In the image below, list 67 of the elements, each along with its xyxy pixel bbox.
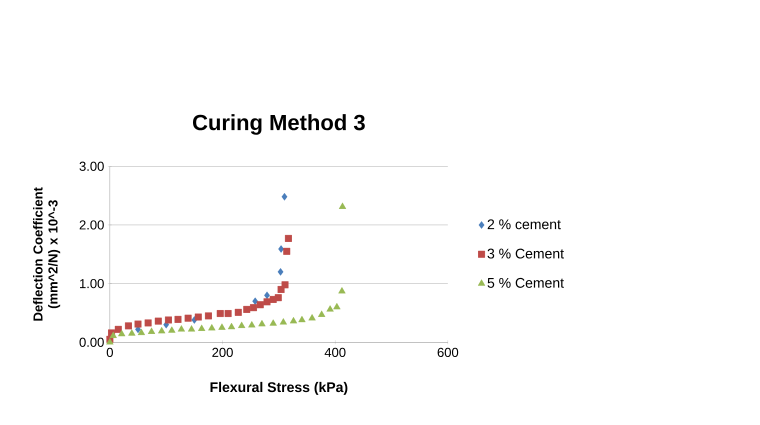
point <box>298 316 306 322</box>
point <box>318 310 326 317</box>
point <box>290 316 298 324</box>
point <box>208 324 216 330</box>
point <box>218 323 226 330</box>
x-tick-label: 600 <box>438 348 458 358</box>
point <box>128 329 136 336</box>
point <box>333 302 341 310</box>
point <box>264 292 270 300</box>
y-tick-label: 2.00 <box>80 220 104 230</box>
point <box>138 328 146 336</box>
point <box>118 330 126 336</box>
point <box>134 320 142 328</box>
point <box>270 319 277 326</box>
x-tick-label: 200 <box>212 348 233 358</box>
point <box>114 326 122 333</box>
point <box>164 316 172 324</box>
x-tick-label: 0 <box>106 348 113 358</box>
point <box>124 322 132 330</box>
point <box>280 318 288 325</box>
point <box>110 332 117 338</box>
x-axis-title: Flexural Stress (kPa) <box>210 382 348 395</box>
point <box>283 248 290 255</box>
point <box>258 320 266 326</box>
point <box>238 322 246 328</box>
point <box>252 297 258 306</box>
point <box>326 305 334 312</box>
point <box>243 306 250 313</box>
point <box>188 325 196 332</box>
point <box>198 324 206 331</box>
legend-label: 5 % Cement <box>488 278 564 288</box>
y-tick-label: 3.00 <box>80 162 104 171</box>
legend-label: 2 % cement <box>488 219 561 230</box>
point <box>106 338 114 344</box>
point <box>158 326 166 334</box>
y-tick-label: 1.00 <box>80 279 104 288</box>
point <box>256 301 264 308</box>
point <box>168 326 176 333</box>
point <box>278 268 284 276</box>
point <box>278 245 284 253</box>
point <box>338 287 346 294</box>
point <box>224 310 232 318</box>
point <box>194 314 202 321</box>
point <box>216 310 224 318</box>
y-axis-title: Deflection Coefficient (mm^2/N) x 10^-3 <box>33 187 60 321</box>
point <box>178 325 186 332</box>
point <box>264 298 271 306</box>
y-tick-label: 0.00 <box>80 338 104 347</box>
chart-title: Curing Method 3 <box>192 114 365 135</box>
point <box>274 294 282 302</box>
point <box>228 322 236 330</box>
point <box>282 281 289 288</box>
point <box>144 319 152 326</box>
point <box>248 321 256 328</box>
point <box>184 314 192 322</box>
point <box>204 312 212 320</box>
point <box>338 202 346 209</box>
x-tick-label: 400 <box>324 348 346 358</box>
point <box>234 308 242 316</box>
point <box>282 192 288 201</box>
point <box>308 314 316 320</box>
legend-label: 3 % Cement <box>488 248 564 259</box>
point <box>250 304 258 312</box>
point <box>284 234 292 242</box>
point <box>174 316 182 323</box>
point <box>154 318 162 325</box>
point <box>148 328 156 334</box>
